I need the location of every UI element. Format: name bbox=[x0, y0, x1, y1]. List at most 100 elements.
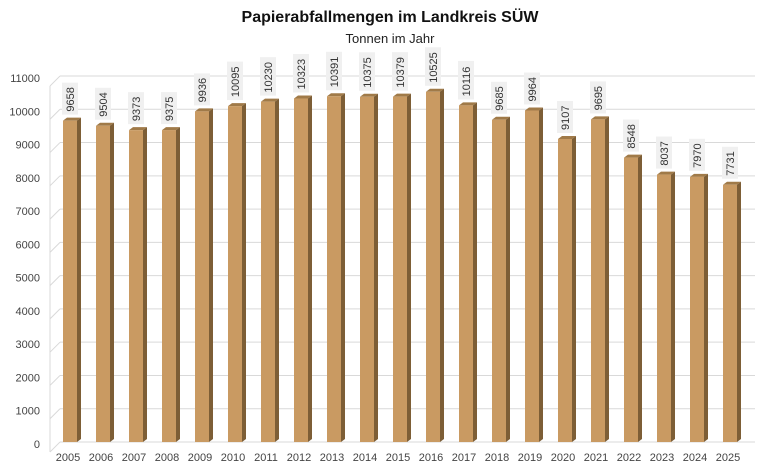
bar bbox=[327, 96, 341, 442]
data-label: 9936 bbox=[197, 78, 209, 102]
bar bbox=[96, 125, 110, 442]
bar-side bbox=[374, 93, 378, 442]
data-label-bg bbox=[62, 82, 78, 115]
bar-side bbox=[638, 154, 642, 443]
x-tick-label: 2008 bbox=[155, 452, 179, 464]
bar-side bbox=[143, 127, 147, 442]
x-tick-label: 2016 bbox=[419, 452, 443, 464]
data-label: 9375 bbox=[164, 97, 176, 121]
y-tick-label: 0 bbox=[34, 439, 40, 451]
bar bbox=[63, 120, 77, 442]
bar-side bbox=[671, 171, 675, 442]
bar-side bbox=[440, 88, 444, 443]
bar bbox=[723, 184, 737, 442]
bar-top bbox=[624, 154, 642, 158]
bar bbox=[129, 130, 143, 443]
y-tick-label: 5000 bbox=[16, 273, 40, 285]
bar-top bbox=[393, 93, 411, 97]
bar-side bbox=[275, 98, 279, 443]
bar-side bbox=[341, 93, 345, 442]
data-label: 8548 bbox=[626, 124, 638, 148]
bar-side bbox=[176, 127, 180, 443]
bar-top bbox=[228, 103, 246, 107]
bar-side bbox=[407, 93, 411, 443]
bar bbox=[657, 174, 671, 442]
data-label-bg bbox=[359, 52, 375, 91]
gridline-perspective bbox=[49, 108, 61, 120]
bar-side bbox=[308, 95, 312, 442]
gridline-perspective bbox=[49, 375, 61, 386]
data-label: 8037 bbox=[659, 141, 671, 165]
bar-top bbox=[162, 127, 180, 131]
bar-top bbox=[558, 135, 576, 139]
bar bbox=[162, 130, 176, 442]
data-label-bg bbox=[722, 146, 738, 179]
y-tick-label: 4000 bbox=[16, 306, 40, 318]
x-tick-label: 2015 bbox=[386, 452, 410, 464]
y-tick-label: 7000 bbox=[16, 206, 40, 218]
bar-top bbox=[723, 181, 741, 185]
bar-top bbox=[360, 93, 378, 97]
gridline-perspective bbox=[49, 275, 61, 286]
data-label-bg bbox=[194, 73, 210, 106]
gridline-perspective bbox=[49, 441, 61, 453]
data-label-bg bbox=[392, 52, 408, 91]
data-label: 9658 bbox=[65, 87, 77, 111]
data-label: 9695 bbox=[593, 86, 605, 110]
x-tick-label: 2020 bbox=[551, 452, 575, 464]
data-label-bg bbox=[557, 100, 573, 133]
data-label: 9685 bbox=[494, 86, 506, 110]
x-tick-label: 2013 bbox=[320, 452, 344, 464]
x-tick-label: 2010 bbox=[221, 452, 245, 464]
gridline-perspective bbox=[49, 175, 61, 187]
x-tick-label: 2005 bbox=[56, 452, 80, 464]
x-tick-label: 2012 bbox=[287, 452, 311, 464]
bar bbox=[426, 91, 440, 443]
gridline-perspective bbox=[49, 408, 61, 420]
data-label-bg bbox=[623, 119, 639, 152]
bar-side bbox=[737, 181, 741, 442]
y-tick-label: 3000 bbox=[16, 339, 40, 351]
bar-side bbox=[605, 116, 609, 443]
bar-top bbox=[327, 93, 345, 97]
data-label: 10375 bbox=[362, 57, 374, 88]
x-tick-label: 2025 bbox=[716, 452, 740, 464]
bar-top bbox=[96, 122, 114, 126]
bar-top bbox=[492, 116, 510, 120]
gridline-perspective bbox=[49, 142, 61, 153]
data-label-bg bbox=[656, 136, 672, 169]
bar-top bbox=[294, 95, 312, 99]
x-tick-label: 2006 bbox=[89, 452, 113, 464]
x-tick-label: 2009 bbox=[188, 452, 212, 464]
bar-top bbox=[690, 173, 708, 177]
gridline-perspective bbox=[49, 242, 61, 253]
x-tick-label: 2014 bbox=[353, 452, 377, 464]
data-label: 7731 bbox=[725, 151, 737, 175]
bar-side bbox=[704, 173, 708, 443]
bar bbox=[195, 111, 209, 442]
data-label-bg bbox=[689, 138, 705, 171]
y-tick-label: 1000 bbox=[16, 406, 40, 418]
bar-top bbox=[657, 171, 675, 175]
data-label-bg bbox=[260, 57, 276, 96]
data-label-bg bbox=[128, 92, 144, 125]
y-tick-label: 2000 bbox=[16, 372, 40, 384]
bar bbox=[261, 101, 275, 443]
bar-side bbox=[110, 122, 114, 442]
bar bbox=[624, 157, 638, 443]
x-tick-label: 2021 bbox=[584, 452, 608, 464]
gridline-perspective bbox=[49, 341, 61, 353]
bar-side bbox=[539, 107, 543, 442]
x-tick-label: 2011 bbox=[254, 452, 278, 464]
y-tick-label: 10000 bbox=[9, 106, 40, 118]
bar-top bbox=[129, 127, 147, 131]
data-label: 10391 bbox=[329, 57, 341, 88]
bar-top bbox=[261, 98, 279, 102]
data-label: 10379 bbox=[395, 57, 407, 88]
x-tick-label: 2017 bbox=[452, 452, 476, 464]
data-label-bg bbox=[491, 81, 507, 114]
x-tick-label: 2018 bbox=[485, 452, 509, 464]
data-label-bg bbox=[590, 81, 606, 114]
data-label-bg bbox=[425, 47, 441, 86]
